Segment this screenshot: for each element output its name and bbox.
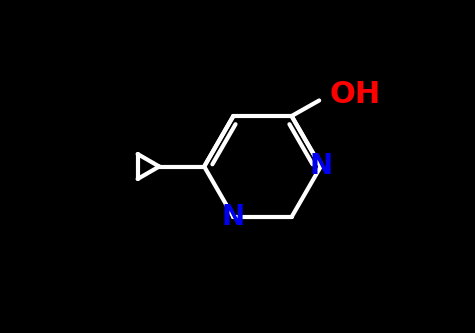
Text: N: N (309, 153, 332, 180)
Text: N: N (222, 203, 245, 231)
Text: OH: OH (330, 80, 381, 109)
